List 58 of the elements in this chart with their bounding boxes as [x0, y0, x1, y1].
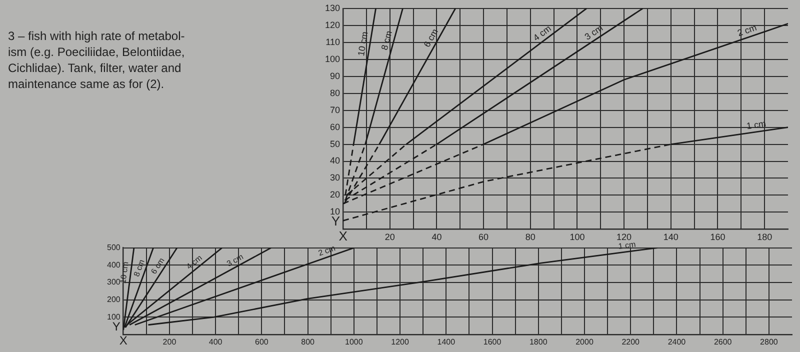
y-tick-label: 130	[324, 2, 340, 13]
x-tick-label: 1400	[437, 337, 456, 346]
y-axis-title: Y	[112, 320, 120, 334]
y-tick-label: 40	[330, 156, 340, 166]
x-tick-label: 1000	[345, 337, 364, 346]
x-tick-label: 180	[757, 232, 772, 242]
y-tick-label: 300	[106, 278, 121, 287]
x-tick-label: 60	[478, 232, 489, 242]
y-tick-label: 400	[106, 260, 121, 270]
text: 1 cm	[746, 118, 767, 132]
x-axis-title: X	[119, 334, 128, 348]
text: 10 cm	[118, 260, 130, 284]
x-tick-label: 2000	[576, 337, 594, 346]
x-tick-label: 40	[432, 232, 442, 242]
text: 3 cm	[582, 22, 605, 42]
y-tick-label: 500	[106, 243, 121, 252]
x-tick-label: 1200	[391, 337, 410, 346]
x-tick-label: 1600	[483, 337, 502, 346]
y-tick-label: 70	[330, 104, 340, 115]
text: 2 cm	[736, 22, 758, 38]
y-tick-label: 80	[330, 88, 340, 98]
y-tick-label: 110	[326, 36, 340, 47]
x-tick-label: 800	[301, 337, 316, 346]
x-tick-label: 200	[162, 337, 177, 346]
x-tick-label: 600	[255, 337, 269, 346]
text: 4 cm	[184, 253, 204, 272]
y-tick-label: 200	[106, 294, 121, 304]
y-tick-label: 20	[330, 190, 340, 200]
text: 2 cm	[317, 243, 337, 258]
text: 8 cm	[132, 258, 147, 278]
text: 6 cm	[149, 256, 166, 276]
x-tick-label: 80	[525, 232, 536, 242]
y-tick-label: 100	[324, 54, 340, 64]
text: 8 cm	[379, 30, 394, 52]
x-tick-label: 2400	[668, 337, 686, 346]
y-tick-label: 30	[330, 172, 340, 183]
text: 10 cm	[356, 30, 370, 57]
y-tick-label: 60	[330, 122, 340, 132]
text: 3 – fish with high rate of metabol- ism (e.g. Poeciliidae, Belontiidae, Cichlidae). Tank, filter, water and maintenance same as for (2).	[8, 28, 186, 92]
x-tick-label: 20	[384, 232, 395, 242]
x-tick-label: 2200	[622, 337, 640, 346]
text: 4 cm	[531, 23, 553, 43]
y-tick-label: 50	[330, 138, 340, 149]
x-tick-label: 100	[570, 232, 585, 242]
x-tick-label: 2800	[760, 337, 778, 346]
text: 3 cm	[225, 252, 246, 268]
x-tick-label: 2600	[714, 337, 732, 346]
x-tick-label: 400	[208, 337, 223, 346]
y-tick-label: 100	[106, 312, 121, 322]
x-tick-label: 1800	[529, 337, 548, 346]
x-tick-label: 160	[710, 232, 726, 242]
x-tick-label: 120	[616, 232, 632, 242]
x-tick-label: 140	[663, 232, 678, 242]
text: 6 cm	[422, 26, 440, 49]
y-tick-label: 90	[330, 70, 340, 81]
text: 1 cm	[618, 240, 637, 252]
x-axis-title: X	[338, 228, 348, 244]
y-tick-label: 120	[324, 20, 340, 30]
